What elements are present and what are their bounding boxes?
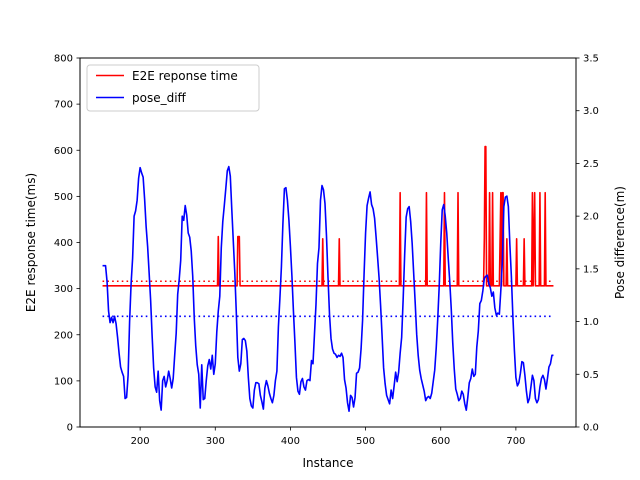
series-layer	[102, 145, 554, 412]
legend-label-e2e: E2E reponse time	[132, 69, 238, 83]
y-right-tick-label-7: 3.5	[583, 54, 599, 65]
x-tick-label-0: 200	[131, 436, 150, 447]
x-tick-label-5: 700	[506, 436, 525, 447]
x-tick-label-2: 400	[281, 436, 300, 447]
series-line-0	[102, 145, 554, 287]
ticks-layer: 200 300 400 500 600 700 0 100 200 300 400 500 600 700…	[54, 54, 599, 448]
x-axis-label: Instance	[302, 456, 353, 470]
y-right-tick-label-2: 1.0	[583, 317, 599, 328]
y-left-tick-label-5: 500	[54, 192, 73, 203]
x-tick-label-4: 600	[431, 436, 450, 447]
y-axis-label-left: E2E response time(ms)	[24, 173, 38, 312]
y-right-tick-label-1: 0.5	[583, 370, 599, 381]
y-right-tick-label-6: 3.0	[583, 106, 599, 117]
y-left-tick-label-1: 100	[54, 376, 73, 387]
legend-box	[86, 64, 260, 112]
y-right-tick-label-4: 2.0	[583, 212, 599, 223]
legend-label-pose: pose_diff	[132, 91, 187, 105]
y-left-tick-label-4: 400	[54, 238, 73, 249]
y-right-tick-label-0: 0.0	[583, 423, 599, 434]
x-tick-label-1: 300	[206, 436, 225, 447]
y-left-tick-label-7: 700	[54, 100, 73, 111]
legend: E2E reponse time pose_diff	[86, 64, 260, 112]
y-axis-label-right: Pose difference(m)	[613, 186, 627, 299]
y-left-tick-label-2: 200	[54, 330, 73, 341]
y-right-tick-label-5: 2.5	[583, 159, 599, 170]
y-left-tick-label-0: 0	[67, 423, 73, 434]
x-tick-label-3: 500	[356, 436, 375, 447]
series-line-2	[102, 165, 554, 412]
y-left-tick-label-3: 300	[54, 284, 73, 295]
y-right-tick-label-3: 1.5	[583, 264, 599, 275]
y-left-tick-label-8: 800	[54, 54, 73, 65]
y-left-tick-label-6: 600	[54, 146, 73, 157]
